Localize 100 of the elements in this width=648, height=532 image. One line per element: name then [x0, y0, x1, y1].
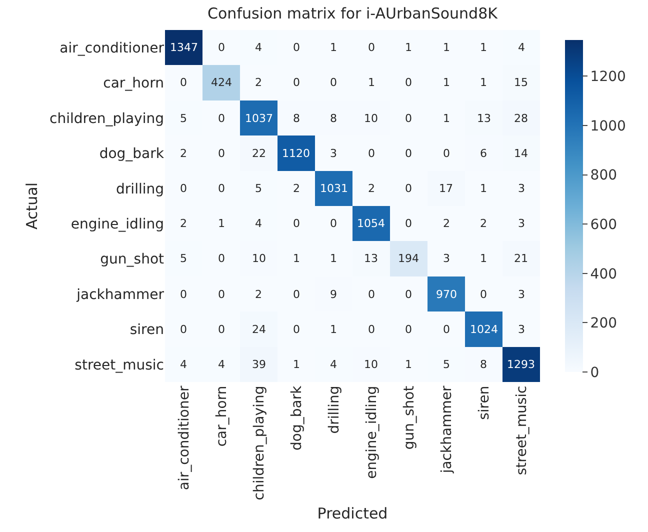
data-label: 1: [368, 76, 375, 89]
data-label: 0: [293, 323, 300, 336]
data-label: 0: [480, 288, 487, 301]
data-label: 13: [364, 252, 378, 265]
data-label: 39: [252, 358, 266, 371]
data-label: 6: [480, 147, 487, 160]
data-label: 13: [477, 112, 491, 125]
data-label: 0: [293, 217, 300, 230]
data-label: 10: [364, 112, 378, 125]
data-label: 1: [293, 252, 300, 265]
y-tick-label: street_music: [74, 357, 164, 374]
data-label: 0: [368, 41, 375, 54]
data-label: 1347: [170, 41, 198, 54]
data-label: 4: [330, 358, 337, 371]
x-tick-label: jackhammer: [438, 386, 455, 474]
data-label: 2: [180, 217, 187, 230]
x-axis-title: Predicted: [317, 504, 388, 522]
data-label: 8: [293, 112, 300, 125]
data-label: 1: [443, 76, 450, 89]
data-label: 1: [480, 252, 487, 265]
data-label: 4: [255, 41, 262, 54]
data-label: 5: [180, 252, 187, 265]
data-label: 21: [514, 252, 528, 265]
data-label: 4: [255, 217, 262, 230]
color-bar-label: 1000: [590, 118, 626, 134]
data-label: 1031: [320, 182, 348, 195]
data-label: 0: [405, 217, 412, 230]
data-label: 0: [218, 147, 225, 160]
data-label: 0: [218, 41, 225, 54]
y-tick-label: air_conditioner: [60, 40, 164, 56]
data-label: 1: [443, 112, 450, 125]
data-label: 0: [368, 323, 375, 336]
data-label: 5: [180, 112, 187, 125]
data-label: 2: [368, 182, 375, 195]
data-label: 3: [330, 147, 337, 160]
y-tick-label: engine_idling: [70, 216, 164, 232]
data-label: 5: [255, 182, 262, 195]
data-label: 1: [218, 217, 225, 230]
data-label: 3: [518, 217, 525, 230]
x-tick-label: siren: [476, 386, 492, 420]
data-label: 1037: [245, 112, 273, 125]
data-label: 0: [293, 41, 300, 54]
data-label: 2: [293, 182, 300, 195]
data-label: 0: [405, 323, 412, 336]
data-label: 1: [480, 76, 487, 89]
data-label: 8: [330, 112, 337, 125]
data-label: 1: [405, 41, 412, 54]
data-label: 22: [252, 147, 266, 160]
data-label: 0: [330, 217, 337, 230]
data-label: 0: [218, 252, 225, 265]
data-label: 0: [293, 288, 300, 301]
data-label: 9: [330, 288, 337, 301]
x-tick-label: dog_bark: [288, 384, 305, 450]
y-tick-label: children_playing: [50, 110, 164, 127]
data-label: 2: [255, 288, 262, 301]
data-label: 2: [480, 217, 487, 230]
data-label: 3: [518, 323, 525, 336]
data-label: 1: [330, 323, 337, 336]
data-label: 10: [252, 252, 266, 265]
data-label: 0: [443, 323, 450, 336]
color-bar-label: 200: [590, 316, 618, 332]
y-axis-title: Actual: [22, 182, 41, 230]
data-label: 17: [439, 182, 453, 195]
data-label: 1024: [470, 323, 498, 336]
x-tick-label: street_music: [514, 386, 530, 476]
data-label: 1293: [507, 358, 535, 371]
data-label: 1: [293, 358, 300, 371]
data-label: 0: [180, 182, 187, 195]
data-label: 3: [518, 288, 525, 301]
data-label: 0: [405, 147, 412, 160]
color-bar-label: 400: [590, 266, 618, 282]
data-label: 0: [180, 288, 187, 301]
y-tick-label: gun_shot: [100, 252, 165, 268]
y-tick-label: drilling: [116, 181, 164, 198]
y-tick-label: dog_bark: [99, 146, 165, 162]
data-label: 0: [330, 76, 337, 89]
data-label: 1120: [282, 147, 310, 160]
data-label: 424: [211, 76, 232, 89]
data-label: 2: [443, 217, 450, 230]
x-tick-label: engine_idling: [364, 386, 380, 479]
data-label: 2: [180, 147, 187, 160]
data-label: 0: [368, 147, 375, 160]
data-label: 0: [180, 76, 187, 89]
data-label: 0: [405, 112, 412, 125]
y-tick-label: car_horn: [103, 76, 164, 92]
data-label: 0: [218, 112, 225, 125]
chart-title: Confusion matrix for i-AUrbanSound8K: [208, 4, 499, 22]
data-label: 0: [405, 76, 412, 89]
data-label: 4: [518, 41, 525, 54]
data-label: 5: [443, 358, 450, 371]
data-label: 1: [480, 41, 487, 54]
data-label: 3: [518, 182, 525, 195]
data-label: 0: [368, 288, 375, 301]
data-label: 15: [514, 76, 528, 89]
x-tick-label: gun_shot: [401, 385, 418, 450]
data-label: 970: [436, 288, 457, 301]
data-label: 0: [218, 182, 225, 195]
data-label: 4: [218, 358, 225, 371]
data-label: 0: [180, 323, 187, 336]
color-bar-label: 1200: [590, 69, 626, 86]
